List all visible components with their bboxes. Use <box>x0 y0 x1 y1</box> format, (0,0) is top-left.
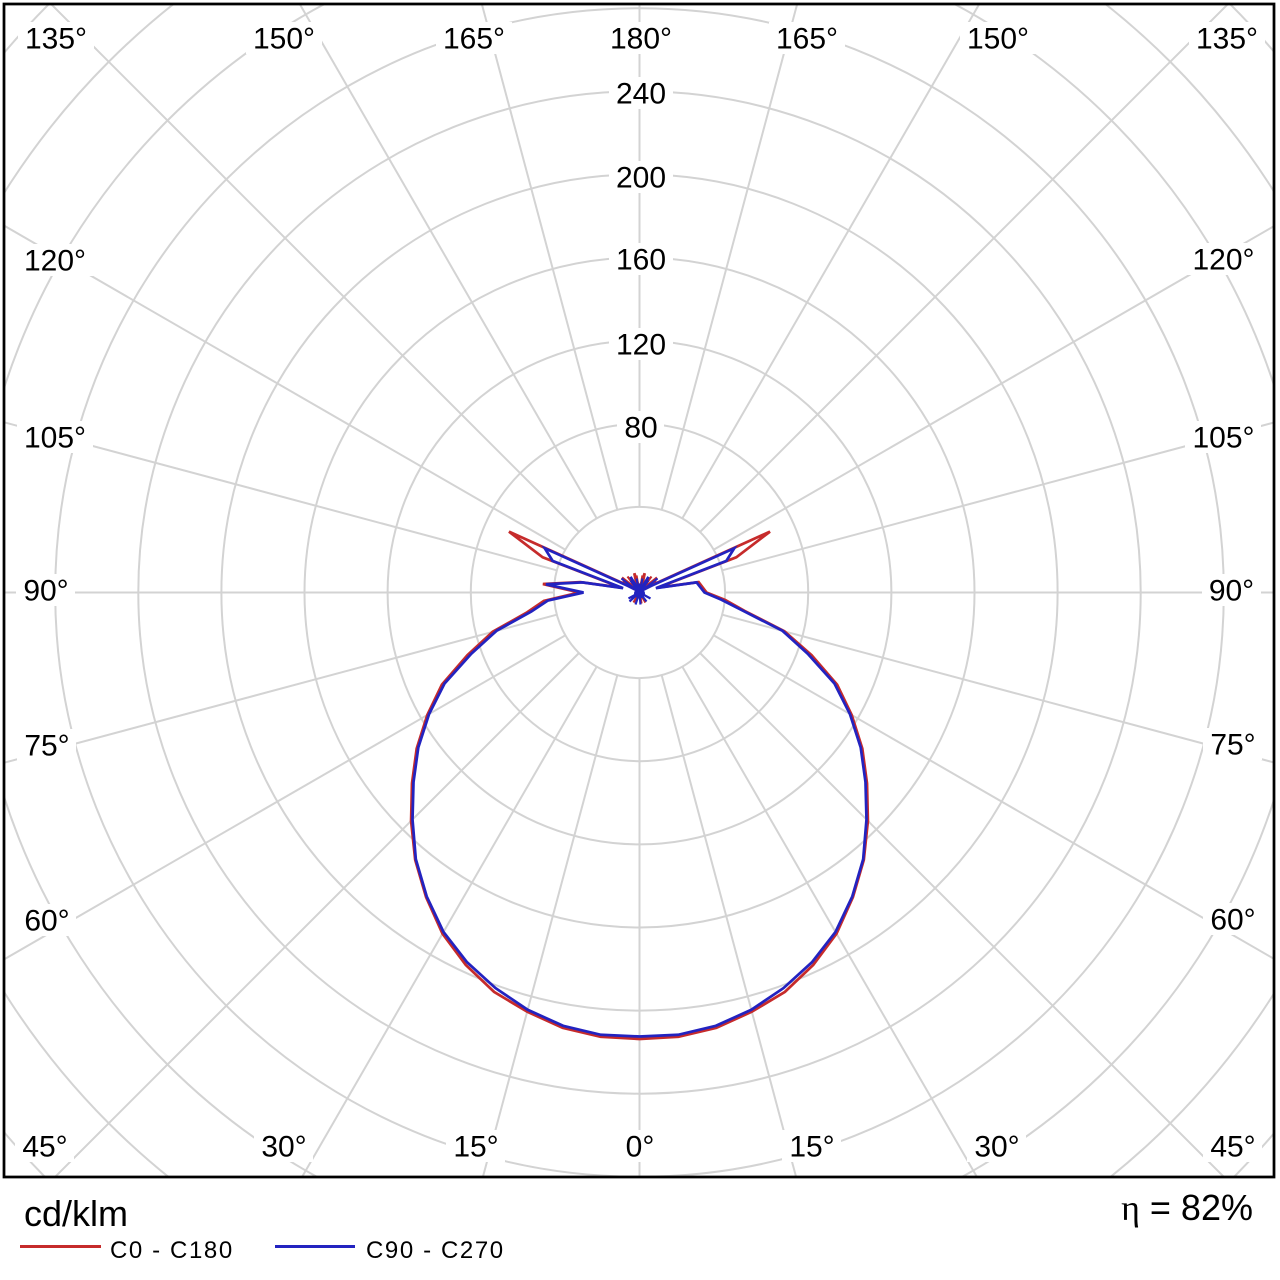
svg-text:135°: 135° <box>1196 23 1258 56</box>
svg-text:150°: 150° <box>253 23 315 56</box>
svg-text:240: 240 <box>616 78 666 111</box>
svg-text:105°: 105° <box>1192 422 1254 455</box>
svg-text:105°: 105° <box>24 422 86 455</box>
svg-text:200: 200 <box>616 162 666 195</box>
svg-text:45°: 45° <box>22 1131 67 1164</box>
svg-text:120°: 120° <box>24 245 86 278</box>
svg-text:60°: 60° <box>24 905 69 938</box>
svg-text:0°: 0° <box>626 1131 655 1164</box>
svg-text:165°: 165° <box>776 23 838 56</box>
svg-text:165°: 165° <box>443 23 505 56</box>
svg-text:30°: 30° <box>974 1131 1019 1164</box>
svg-text:120: 120 <box>616 329 666 362</box>
svg-text:80: 80 <box>624 412 657 445</box>
svg-text:160: 160 <box>616 244 666 277</box>
svg-text:C0 - C180: C0 - C180 <box>110 1237 234 1264</box>
svg-text:150°: 150° <box>967 23 1029 56</box>
svg-text:180°: 180° <box>610 23 672 56</box>
svg-text:45°: 45° <box>1210 1131 1255 1164</box>
svg-text:75°: 75° <box>1210 729 1255 762</box>
svg-text:75°: 75° <box>24 730 69 763</box>
svg-text:cd/klm: cd/klm <box>24 1193 128 1234</box>
svg-text:90°: 90° <box>1209 575 1254 608</box>
svg-text:120°: 120° <box>1192 244 1254 277</box>
svg-text:C90 - C270: C90 - C270 <box>366 1237 505 1264</box>
svg-text:90°: 90° <box>23 575 68 608</box>
svg-text:15°: 15° <box>789 1131 834 1164</box>
svg-text:30°: 30° <box>261 1131 306 1164</box>
svg-text:η = 82%: η = 82% <box>1121 1187 1253 1228</box>
svg-text:60°: 60° <box>1210 904 1255 937</box>
svg-text:135°: 135° <box>25 23 87 56</box>
svg-text:15°: 15° <box>453 1131 498 1164</box>
